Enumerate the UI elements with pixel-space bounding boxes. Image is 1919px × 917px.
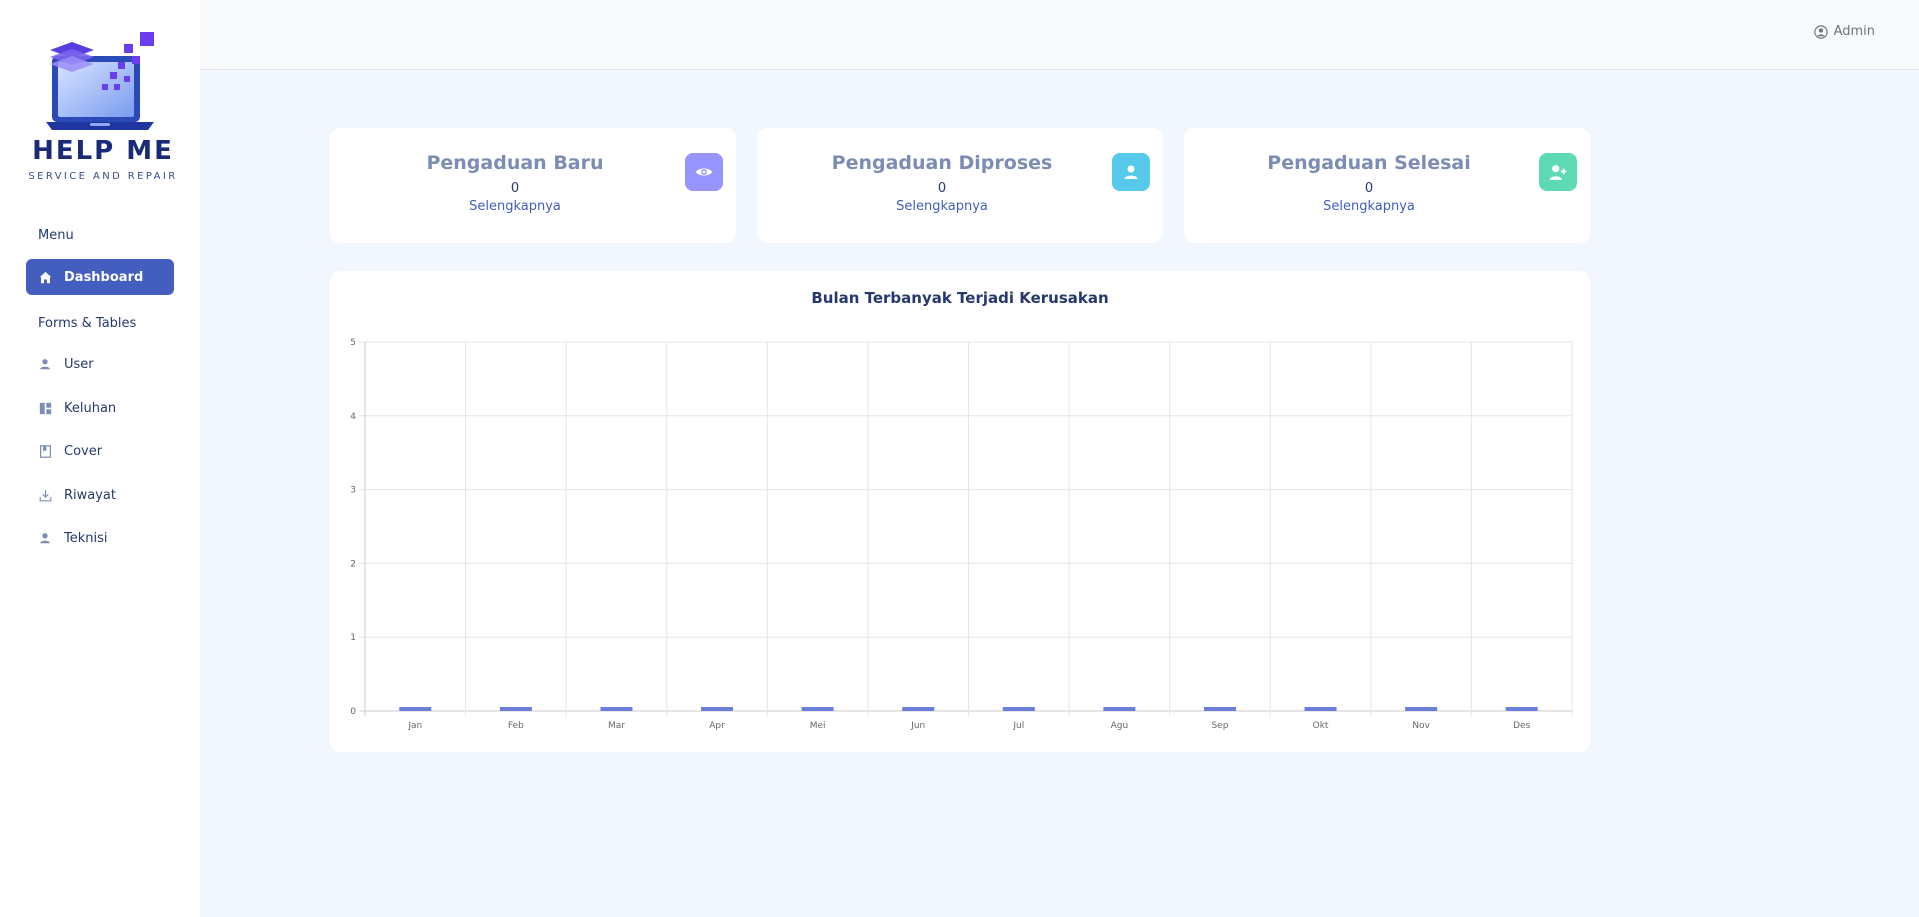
y-tick-label: 3 [350, 486, 356, 496]
y-tick-label: 1 [350, 633, 356, 643]
stat-value: 0 [510, 181, 520, 196]
stat-value: 0 [1364, 181, 1374, 196]
chart-bar [902, 707, 935, 711]
x-tick-label: Des [1513, 721, 1530, 731]
user-menu[interactable]: Admin [1813, 24, 1875, 39]
download-icon [38, 488, 52, 502]
chart-bar [1505, 707, 1538, 711]
person-icon [1112, 153, 1150, 191]
chart-bar [801, 707, 834, 711]
x-tick-label: Nov [1412, 721, 1430, 731]
brand-subtitle: SERVICE AND REPAIR [28, 171, 178, 182]
chart-bar [1405, 707, 1438, 711]
x-tick-label: Sep [1211, 721, 1228, 731]
person-icon [38, 357, 52, 371]
stat-detail-link[interactable]: Selengkapnya [469, 199, 561, 214]
sidebar-item-riwayat[interactable]: Riwayat [26, 477, 174, 513]
x-tick-label: Mei [810, 721, 826, 731]
chart-bar [1103, 707, 1136, 711]
menu-heading: Menu [38, 228, 74, 243]
laptop-logo-icon [46, 32, 154, 130]
topbar: Admin [200, 0, 1919, 70]
bookmark-icon [38, 444, 52, 458]
stat-card-baru: Pengaduan Baru 0 Selengkapnya [330, 128, 736, 243]
user-name: Admin [1833, 24, 1875, 39]
user-circle-icon [1813, 24, 1828, 39]
sidebar-item-teknisi[interactable]: Teknisi [26, 520, 174, 556]
stat-detail-link[interactable]: Selengkapnya [896, 199, 988, 214]
chart-bar [399, 707, 432, 711]
y-tick-label: 0 [350, 707, 356, 717]
sidebar-item-label: Cover [64, 443, 103, 459]
sidebar-item-dashboard[interactable]: Dashboard [26, 259, 174, 295]
y-tick-label: 4 [350, 412, 356, 422]
stat-detail-link[interactable]: Selengkapnya [1323, 199, 1415, 214]
sidebar-item-user[interactable]: User [26, 346, 174, 382]
x-tick-label: Feb [508, 721, 524, 731]
x-tick-label: Mar [608, 721, 625, 731]
stat-card-diproses: Pengaduan Diproses 0 Selengkapnya [757, 128, 1163, 243]
chart-bar [499, 707, 532, 711]
person-plus-icon [1539, 153, 1577, 191]
y-tick-label: 2 [350, 559, 356, 569]
bar-chart: 0 1 2 3 4 5 Jan Feb Mar Apr Mei Jun Jul Agu Sep Okt Nov D… [350, 338, 1573, 731]
x-tick-label: Okt [1313, 721, 1329, 731]
person-icon [38, 531, 52, 545]
chart-bar [600, 707, 633, 711]
brand-title: HELP ME [32, 136, 174, 166]
x-tick-label: Agu [1111, 721, 1129, 731]
section-heading: Forms & Tables [38, 316, 137, 331]
sidebar-item-cover[interactable]: Cover [26, 433, 174, 469]
stat-value: 0 [937, 181, 947, 196]
y-tick-label: 5 [350, 338, 356, 348]
sidebar-item-label: User [64, 356, 94, 372]
chart-title: Bulan Terbanyak Terjadi Kerusakan [811, 289, 1109, 307]
brand-logo[interactable]: HELP ME SERVICE AND REPAIR [0, 26, 206, 186]
chart-card: Bulan Terbanyak Terjadi Kerusakan 0 1 2 3 4 5… [330, 271, 1590, 752]
sidebar-item-label: Dashboard [64, 269, 144, 285]
x-tick-label: Jun [910, 721, 925, 731]
chart-bar [1002, 707, 1035, 711]
chart-bar [1304, 707, 1337, 711]
chart-bar [1203, 707, 1236, 711]
sidebar-item-keluhan[interactable]: Keluhan [26, 390, 174, 426]
x-tick-label: Jan [407, 721, 422, 731]
x-tick-label: Apr [709, 721, 725, 731]
stat-title: Pengaduan Baru [426, 152, 604, 174]
stat-title: Pengaduan Diproses [831, 152, 1053, 174]
sidebar-item-label: Teknisi [64, 530, 108, 546]
sidebar-item-label: Keluhan [64, 400, 117, 416]
eye-icon [685, 153, 723, 191]
stat-card-selesai: Pengaduan Selesai 0 Selengkapnya [1184, 128, 1590, 243]
sidebar-item-label: Riwayat [64, 487, 116, 503]
chart-bar [701, 707, 734, 711]
stat-title: Pengaduan Selesai [1267, 152, 1471, 174]
home-icon [38, 270, 52, 284]
sidebar: HELP ME SERVICE AND REPAIR Menu Dashboar… [0, 0, 200, 917]
layout-icon [38, 401, 52, 415]
x-tick-label: Jul [1012, 721, 1024, 731]
